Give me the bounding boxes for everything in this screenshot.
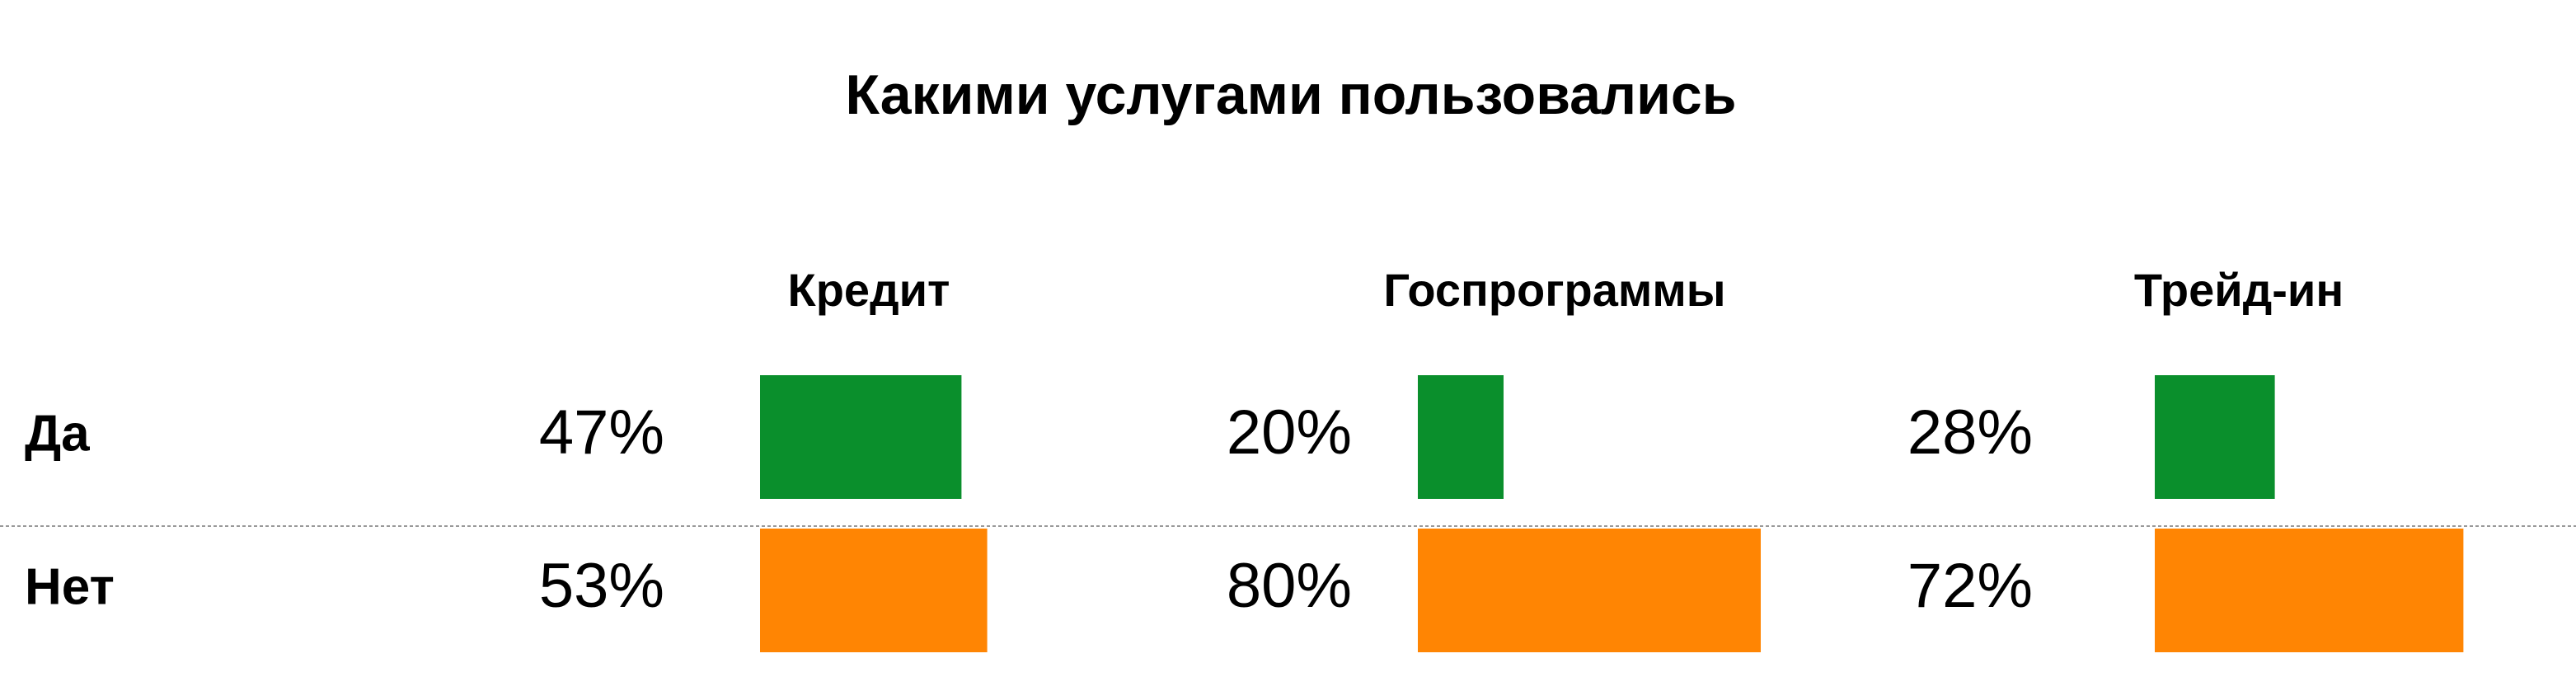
- series-header: Кредит: [788, 264, 950, 316]
- chart-title: Какими услугами пользовались: [845, 63, 1736, 126]
- value-label: 80%: [1227, 551, 1352, 621]
- bar: [2155, 375, 2275, 499]
- value-label: 20%: [1227, 397, 1352, 468]
- bar: [1418, 375, 1504, 499]
- value-label: 28%: [1907, 397, 2033, 468]
- row-label: Да: [25, 405, 90, 462]
- series-header: Трейд-ин: [2134, 264, 2344, 316]
- bar: [2155, 529, 2464, 652]
- value-label: 53%: [539, 551, 664, 621]
- bar: [1418, 529, 1761, 652]
- row-label: Нет: [25, 558, 115, 615]
- bar: [760, 375, 962, 499]
- value-label: 47%: [539, 397, 664, 468]
- value-label: 72%: [1907, 551, 2033, 621]
- bar: [760, 529, 988, 652]
- series-header: Госпрограммы: [1383, 264, 1725, 316]
